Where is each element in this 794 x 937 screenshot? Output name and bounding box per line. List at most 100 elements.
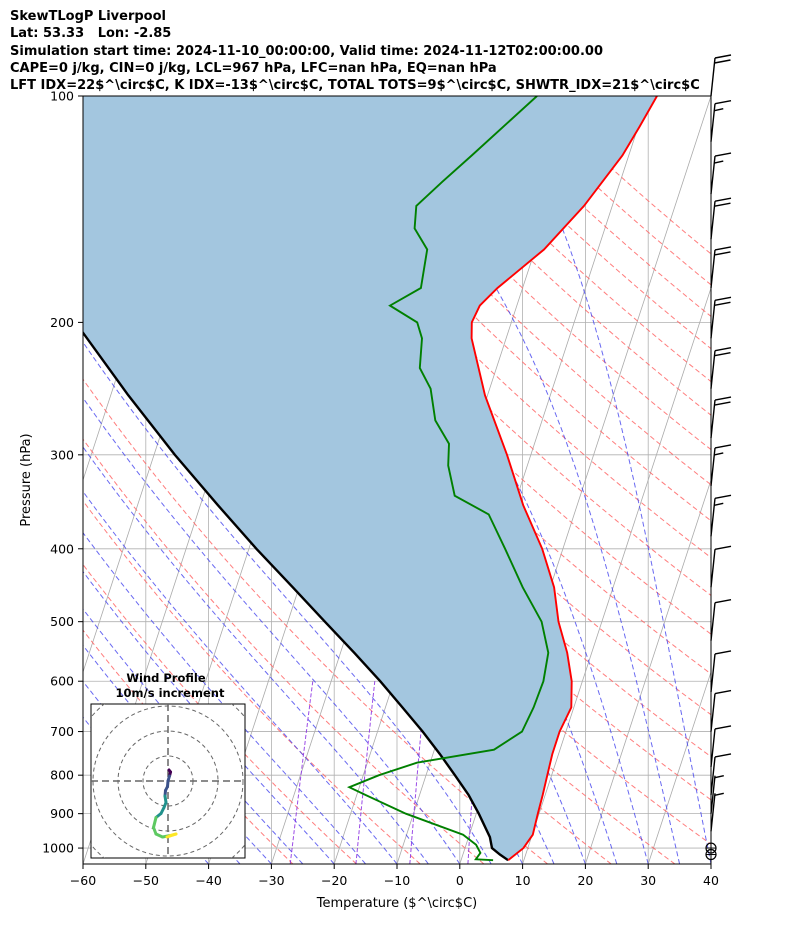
y-axis-label: Pressure (hPa) [19, 433, 34, 526]
barb-staff [710, 602, 716, 641]
barb-flag [714, 99, 732, 105]
barb-flag [714, 54, 732, 59]
barb-half-flag [714, 774, 724, 779]
barb-staff [710, 155, 716, 195]
wind-barb [710, 753, 732, 796]
y-tick-label: 700 [50, 724, 74, 739]
barb-flag [714, 396, 732, 401]
moist-adiabat [83, 531, 366, 864]
x-tick-label: −20 [321, 873, 347, 888]
barb-flag [714, 351, 731, 357]
barb-flag [714, 689, 732, 695]
barb-flag [714, 152, 732, 157]
barb-flag [714, 650, 732, 655]
title-block: SkewTLogP Liverpool Lat: 53.33 Lon: -2.8… [10, 8, 700, 94]
hodograph-title: Wind Profile [126, 671, 206, 685]
title-latlon: Lat: 53.33 Lon: -2.85 [10, 26, 172, 42]
wind-barb [710, 689, 732, 732]
wind-barb [710, 494, 732, 537]
dry-adiabat [176, 96, 711, 635]
y-tick-label: 1000 [42, 841, 74, 856]
wind-barb [710, 396, 732, 439]
barb-staff [710, 399, 716, 439]
barb-half-flag [714, 160, 724, 164]
wind-barb [710, 792, 724, 832]
moist-adiabat [83, 446, 429, 864]
wind-barb [710, 197, 732, 240]
barb-half-flag [714, 792, 724, 796]
barb-staff [710, 57, 716, 97]
title-cape: CAPE=0 j/kg, CIN=0 j/kg, LCL=967 hPa, LF… [10, 60, 497, 76]
hodograph-inset: Wind Profile 10m/s increment [90, 671, 246, 859]
title-station: SkewTLogP Liverpool [10, 9, 166, 24]
barb-staff [710, 693, 716, 732]
barb-flag [714, 753, 732, 758]
hodograph-segment [152, 816, 158, 829]
x-tick-label: 10 [515, 873, 531, 888]
dewpoint-line [346, 96, 550, 862]
x-tick-label: 20 [577, 873, 593, 888]
x-tick-label: −30 [258, 873, 284, 888]
wind-barb [710, 99, 732, 142]
isotherm-line [647, 670, 711, 864]
barb-staff [710, 653, 716, 693]
barb-staff [710, 775, 716, 814]
isotherm-line [585, 478, 711, 864]
wind-barb [710, 725, 732, 767]
barb-staff [710, 728, 716, 767]
x-tick-label: −10 [384, 873, 410, 888]
dry-adiabat [83, 378, 548, 864]
title-indices: LFT IDX=22$^\circ$C, K IDX=-13$^\circ$C,… [10, 78, 700, 94]
dry-adiabat [83, 500, 421, 864]
wind-barb [705, 848, 717, 861]
barb-staff [710, 549, 716, 588]
y-tick-label: 300 [50, 447, 74, 462]
wind-barb [710, 246, 732, 289]
isotherm-line [710, 862, 711, 864]
barb-staff [710, 793, 716, 832]
barb-flag [714, 246, 732, 251]
wind-barb [710, 650, 732, 693]
barb-staff [710, 249, 716, 289]
hodograph-subtitle: 10m/s increment [116, 686, 225, 700]
moist-adiabat [83, 341, 492, 864]
x-tick-label: −50 [133, 873, 159, 888]
wind-barbs [705, 54, 732, 861]
mixing-ratio-line [355, 681, 376, 864]
barb-flag [714, 197, 732, 202]
wind-barb [710, 346, 732, 389]
barb-staff [710, 300, 716, 339]
x-tick-label: 40 [703, 873, 719, 888]
wind-barb [710, 545, 732, 588]
barb-staff [710, 350, 716, 389]
y-tick-label: 400 [50, 541, 74, 556]
wind-barb [710, 54, 732, 97]
barb-staff [710, 447, 716, 487]
y-tick-label: 600 [50, 674, 74, 689]
mixing-ratio-line [289, 681, 314, 864]
x-tick-label: 30 [640, 873, 656, 888]
x-tick-label: 0 [456, 873, 464, 888]
profile-lines [83, 96, 658, 862]
x-axis-ticks: −60 −50 −40 −30 −20 −10 0 10 20 30 40 [70, 864, 719, 888]
wind-barb [710, 152, 732, 195]
barb-flag [714, 251, 731, 256]
wind-barb [710, 599, 732, 641]
barb-flag [714, 545, 732, 550]
y-axis-ticks: 1000 900 800 700 600 500 400 300 200 100 [42, 89, 83, 856]
barb-staff [710, 756, 716, 796]
barb-staff [710, 201, 716, 240]
cin-area [83, 96, 657, 861]
wind-barb [710, 444, 732, 487]
isotherm-line [83, 96, 84, 98]
barb-flag [714, 346, 732, 352]
x-tick-label: −60 [70, 873, 96, 888]
y-tick-label: 500 [50, 614, 74, 629]
cape-cin-fill [83, 96, 657, 861]
wind-barb [710, 296, 732, 339]
wind-barb [710, 774, 724, 814]
y-tick-label: 900 [50, 806, 74, 821]
title-times: Simulation start time: 2024-11-10_00:00:… [10, 43, 603, 59]
y-tick-label: 100 [50, 89, 74, 104]
